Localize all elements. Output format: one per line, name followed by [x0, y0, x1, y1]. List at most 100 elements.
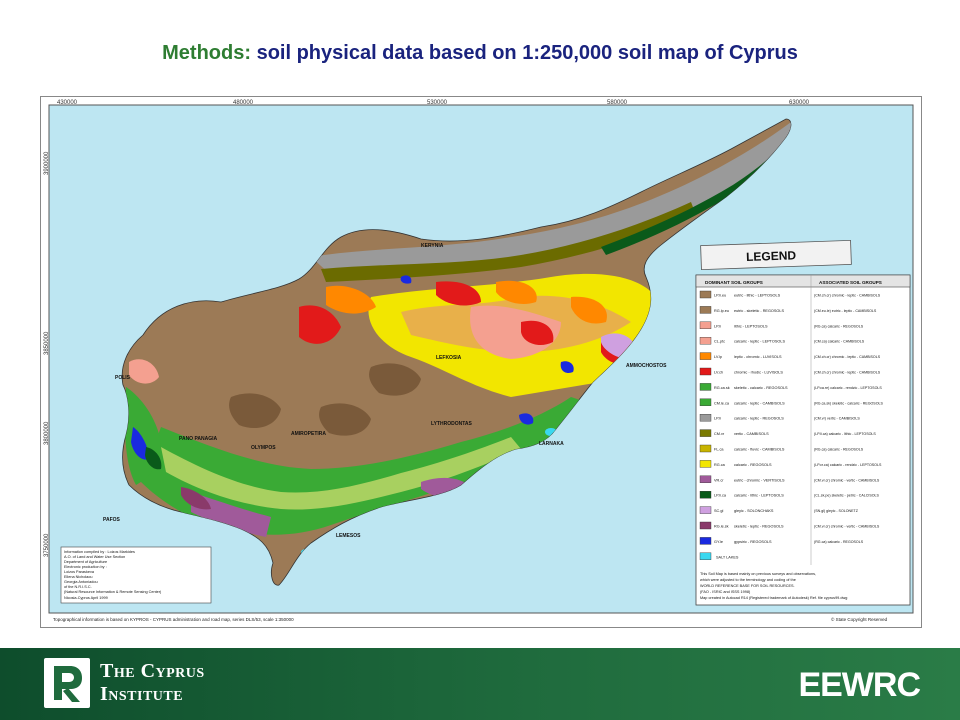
legend-swatch — [699, 429, 712, 437]
legend-swatch — [699, 537, 712, 545]
legend-col-associated: ASSOCIATED SOIL GROUPS — [819, 280, 882, 285]
legend-note-line: WORLD REFERENCE BASE FOR SOIL RESOURCES. — [700, 584, 795, 588]
legend-entry: RG.le.sk skeletic - leptic - REGOSOLS (CM.… — [699, 521, 880, 530]
legend-swatch — [699, 460, 712, 468]
place-label: POLIS — [115, 375, 131, 381]
legend-dominant: gypsiric - REGOSOLS — [734, 540, 772, 544]
slide-title: Methods: soil physical data based on 1:2… — [0, 42, 960, 65]
legend-associated: (CM.vr.cr) chromic - vertic - CAMBISOLS — [814, 525, 880, 529]
legend-note-line: Map created in Autocad R14 (Registered t… — [700, 596, 847, 600]
eewrc-brand: EEWRC — [798, 666, 921, 704]
legend-code: RG.ca — [714, 463, 726, 467]
legend-associated: (CM.ch.cr) chromic - leptic - CAMBISOLS — [814, 355, 881, 359]
legend-swatch — [699, 491, 712, 499]
legend-associated: (RG.ca) calcaric - REGOSOLS — [814, 540, 864, 544]
legend-swatch — [699, 306, 712, 314]
legend-entry: LP.li lithic - LEPTOSOLS (RG.ca) calcaric … — [699, 321, 864, 330]
legend-dominant: calcaric - lithic - LEPTOSOLS — [734, 494, 784, 498]
grid-y-label: 3800000 — [44, 421, 50, 445]
legend-associated: (RG.ca) calcaric - REGOSOLS — [814, 448, 864, 452]
place-label: LEMESOS — [336, 533, 361, 539]
legend-dominant: eutric - lithic - LEPTOSOLS — [734, 294, 781, 298]
legend-code: SC.gl — [714, 509, 723, 513]
info-line: Electronic production by : — [64, 565, 107, 569]
legend-dominant: calcaric - REGOSOLS — [734, 463, 772, 467]
title-rest: soil physical data based on 1:250,000 so… — [251, 42, 798, 64]
legend-associated: (CL.sk.pe) skeletic - petric - CALCISOLS — [814, 494, 880, 498]
legend-associated: (CM.vr.cr) chromic - vertic - CAMBISOLS — [814, 478, 880, 482]
legend-dominant: leptic - chromic - LUVISOLS — [734, 355, 782, 359]
legend-associated: (CM.ch.cr) chromic - leptic - CAMBISOLS — [814, 294, 881, 298]
legend-panel: DOMINANT SOIL GROUPS ASSOCIATED SOIL GRO… — [695, 274, 911, 606]
legend-code: FL.ca — [714, 448, 724, 452]
legend-entry: LP.li.eu eutric - lithic - LEPTOSOLS (CM.c… — [699, 290, 881, 299]
legend-code: CL.ptc — [714, 340, 725, 344]
legend-associated: (RG.ca) calcaric - REGOSOLS — [814, 324, 864, 328]
legend-entry: RG.ca calcaric - REGOSOLS (LP.cr.ca) calca… — [699, 460, 882, 468]
legend-code: RG.ca.sk — [714, 386, 730, 390]
copyright: © State Copyright Reserved — [831, 616, 888, 622]
legend-code: RG.le.sk — [714, 525, 729, 529]
legend-dominant: SALT LAKES — [716, 555, 739, 559]
legend-code: LP.li — [714, 417, 721, 421]
legend-swatch — [699, 506, 712, 514]
legend-entry: SALT LAKES — [699, 552, 739, 560]
grid-x-label: 530000 — [427, 100, 448, 106]
legend-associated: (RG.ca.sk) skeletic - calcaric - REGOSOL… — [814, 401, 883, 405]
legend-swatch — [699, 383, 712, 391]
grid-labels: 430000 480000 530000 580000 630000 39000… — [44, 100, 810, 557]
legend-code: CM.vr — [714, 432, 725, 436]
footer-bar: The Cyprus Institute EEWRC — [0, 648, 960, 720]
place-label: KERYNIA — [421, 243, 444, 249]
org-line-2: Institute — [100, 683, 184, 705]
place-label: PAFOS — [103, 517, 121, 523]
info-box: Information compiled by : Loizos Markide… — [60, 546, 212, 604]
info-line: Nicosia-Cyprus April 1999 — [64, 596, 108, 600]
legend-entry: LP.li calcaric - leptic - REGOSOLS (CM.vr)… — [699, 414, 860, 422]
legend-associated: (CM.eu.le) eutric - leptic - CAMBISOLS — [814, 309, 877, 313]
place-label: AMIROPETIRA — [291, 431, 326, 437]
legend-code: LV.lp — [714, 355, 722, 359]
info-line: (Natural Resource Information & Remote S… — [64, 590, 162, 594]
info-line: Information compiled by : Loizos Markide… — [64, 550, 135, 554]
grid-x-label: 630000 — [789, 100, 810, 106]
legend-dominant: vertic - CAMBISOLS — [734, 432, 769, 436]
place-label: AMMOCHOSTOS — [626, 363, 667, 369]
legend-col-dominant: DOMINANT SOIL GROUPS — [705, 280, 763, 285]
legend-entry: CM.le.ca calcaric - leptic - CAMBISOLS (RG… — [699, 398, 883, 406]
legend-dominant: gleyic - SOLONCHAKS — [734, 509, 774, 513]
organization-name: The Cyprus Institute — [100, 660, 205, 706]
legend-code: LP.li.eu — [714, 294, 726, 298]
legend-code: LP.li.ca — [714, 494, 727, 498]
legend-dominant: calcaric - leptic - LEPTOSOLS — [734, 340, 785, 344]
cyprus-island — [121, 118, 792, 586]
legend-swatch — [699, 521, 712, 530]
info-line: Department of Agriculture — [64, 560, 107, 564]
legend-swatch — [699, 552, 712, 560]
info-line: of the N.R.I.S.C. — [64, 585, 92, 589]
legend-entry: CM.vr vertic - CAMBISOLS (LP.li.ca) calcar… — [699, 429, 876, 437]
legend-swatch — [699, 336, 712, 345]
legend-note-line: which were adjusted to the terminology a… — [700, 578, 796, 582]
legend-associated: (CM.ca) calcaric - CAMBISOLS — [814, 340, 865, 344]
legend-entry: CL.ptc calcaric - leptic - LEPTOSOLS (CM.c… — [699, 336, 865, 345]
legend-entry: RG.lp.eu eutric - skeletic - REGOSOLS (CM.… — [699, 306, 877, 314]
legend-associated: (LP.ca.re) calcaric - rendzic - LEPTOSOL… — [814, 386, 882, 390]
legend-associated: (CM.ch.cr) chromic - leptic - CAMBISOLS — [814, 371, 881, 375]
legend-code: GY.le — [714, 540, 723, 544]
info-line: A.O. of Land and Water Use Section — [64, 555, 125, 559]
place-labels: KERYNIA LEFKOSIA AMMOCHOSTOS POLIS PANO … — [103, 243, 667, 539]
grid-y-label: 3750000 — [44, 533, 50, 557]
legend-swatch — [699, 352, 712, 360]
legend-code: LV.ch — [714, 371, 723, 375]
grid-x-label: 580000 — [607, 100, 628, 106]
legend-dominant: eutric - chromic - VERTISOLS — [734, 478, 785, 482]
legend-swatch — [699, 290, 712, 299]
legend-dominant: eutric - skeletic - REGOSOLS — [734, 309, 784, 313]
legend-dominant: calcaric - fluvic - CAMBISOLS — [734, 448, 785, 452]
legend-note: This Soil Map is based mainly on previou… — [700, 572, 847, 600]
legend-banner: LEGEND — [700, 239, 852, 271]
legend-dominant: chromic - rhodic - LUVISOLS — [734, 371, 783, 375]
legend-entry: FL.ca calcaric - fluvic - CAMBISOLS (RG.ca… — [699, 444, 864, 453]
legend-swatch — [699, 321, 712, 330]
